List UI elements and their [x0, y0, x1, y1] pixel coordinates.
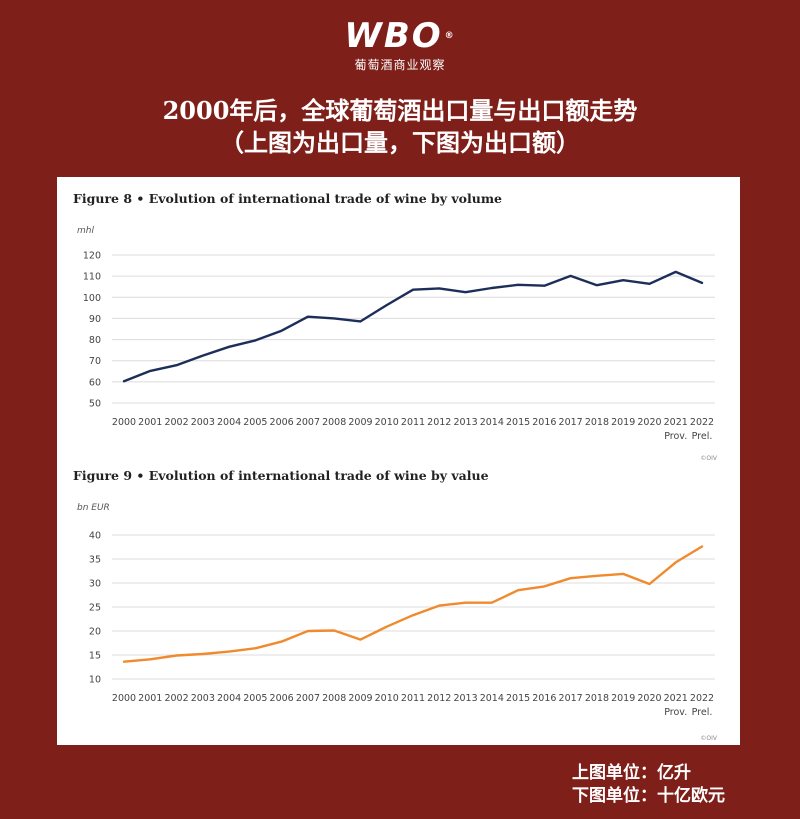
- x-tick-sublabel: Prov.: [664, 431, 687, 442]
- y-tick-label: 40: [89, 531, 101, 542]
- series-line: [122, 545, 704, 663]
- y-tick-label: 60: [89, 377, 101, 388]
- x-tick-label: 2010: [375, 417, 399, 428]
- x-tick-label: 2010: [375, 693, 399, 704]
- x-tick-label: 2001: [138, 417, 162, 428]
- y-tick-label: 50: [89, 399, 101, 410]
- x-tick-label: 2004: [217, 417, 241, 428]
- figure-9-title: Figure 9 • Evolution of international tr…: [73, 468, 489, 483]
- y-tick-label: 35: [89, 555, 101, 566]
- source-credit: ©OIV: [700, 455, 717, 462]
- logo: WBO ® 葡萄酒商业观察: [0, 18, 800, 73]
- y-tick-label: 15: [89, 651, 101, 662]
- logo-text: WBO: [344, 16, 443, 56]
- x-tick-label: 2013: [453, 417, 477, 428]
- series-line: [122, 270, 704, 383]
- y-tick-label: 10: [89, 675, 101, 686]
- x-tick-label: 2000: [112, 693, 136, 704]
- logo-subtitle: 葡萄酒商业观察: [354, 58, 446, 72]
- footer-line-1: 上图单位：亿升: [572, 763, 691, 783]
- x-tick-label: 2003: [191, 417, 215, 428]
- x-tick-label: 2006: [270, 417, 294, 428]
- x-tick-label: 2015: [506, 417, 530, 428]
- logo-mark: WBO ®: [0, 18, 800, 54]
- x-tick-label: 2005: [243, 417, 267, 428]
- x-tick-label: 2017: [559, 417, 583, 428]
- y-tick-label: 80: [89, 335, 101, 346]
- x-tick-label: 2013: [453, 693, 477, 704]
- figure-panel: Figure 8 • Evolution of international tr…: [57, 177, 740, 745]
- y-tick-label: 90: [89, 314, 101, 325]
- x-tick-label: 2005: [243, 693, 267, 704]
- x-tick-label: 2019: [611, 417, 635, 428]
- x-tick-label: 2011: [401, 693, 425, 704]
- value-chart: bn EUR 10 15 20 25 30 35 40 2000 2001 2002 2003 2004…: [77, 503, 718, 742]
- x-tick-label: 2007: [296, 693, 320, 704]
- x-tick-label: 2002: [164, 417, 188, 428]
- headline-line-2: （上图为出口量，下图为出口额）: [220, 128, 580, 157]
- x-tick-label: 2018: [585, 693, 609, 704]
- y-tick-label: 30: [89, 579, 101, 590]
- x-tick-label: 2016: [532, 417, 556, 428]
- figure-8-title: Figure 8 • Evolution of international tr…: [73, 191, 502, 206]
- x-tick-label: 2008: [322, 417, 346, 428]
- x-tick-label: 2018: [585, 417, 609, 428]
- footer-units: 上图单位：亿升 下图单位：十亿欧元: [572, 762, 725, 808]
- x-tick-label: 2019: [611, 693, 635, 704]
- x-tick-label: 2009: [348, 417, 372, 428]
- registered-mark: ®: [444, 31, 456, 41]
- x-tick-label: 2004: [217, 693, 241, 704]
- headline-line-1: 2000年后，全球葡萄酒出口量与出口额走势: [162, 96, 638, 125]
- x-tick-label: 2001: [138, 693, 162, 704]
- x-tick-sublabel: Prov.: [664, 707, 687, 718]
- headline: 2000年后，全球葡萄酒出口量与出口额走势 （上图为出口量，下图为出口额）: [0, 95, 800, 159]
- y-tick-label: 120: [83, 251, 101, 262]
- y-tick-label: 110: [83, 272, 101, 283]
- x-tick-label: 2022: [690, 417, 714, 428]
- x-tick-label: 2014: [480, 417, 504, 428]
- y-tick-label: 100: [83, 293, 101, 304]
- x-tick-label: 2006: [270, 693, 294, 704]
- x-tick-label: 2021: [664, 417, 688, 428]
- x-tick-label: 2002: [164, 693, 188, 704]
- x-tick-label: 2000: [112, 417, 136, 428]
- x-tick-label: 2017: [559, 693, 583, 704]
- x-tick-label: 2015: [506, 693, 530, 704]
- x-tick-label: 2011: [401, 417, 425, 428]
- x-tick-label: 2016: [532, 693, 556, 704]
- x-tick-label: 2003: [191, 693, 215, 704]
- x-tick-label: 2012: [427, 417, 451, 428]
- x-tick-label: 2012: [427, 693, 451, 704]
- source-credit: ©OIV: [700, 735, 717, 742]
- x-tick-label: 2014: [480, 693, 504, 704]
- footer-line-2: 下图单位：十亿欧元: [572, 786, 725, 806]
- x-tick-label: 2021: [664, 693, 688, 704]
- y-tick-label: 25: [89, 603, 101, 614]
- x-tick-sublabel: Prel.: [692, 431, 713, 442]
- y-unit-label: mhl: [77, 226, 94, 236]
- x-tick-label: 2022: [690, 693, 714, 704]
- y-unit-label: bn EUR: [77, 503, 110, 513]
- y-tick-label: 20: [89, 627, 101, 638]
- x-tick-sublabel: Prel.: [692, 707, 713, 718]
- y-tick-label: 70: [89, 356, 101, 367]
- x-tick-label: 2020: [637, 693, 661, 704]
- x-tick-label: 2007: [296, 417, 320, 428]
- x-tick-label: 2009: [348, 693, 372, 704]
- x-tick-label: 2008: [322, 693, 346, 704]
- x-tick-label: 2020: [637, 417, 661, 428]
